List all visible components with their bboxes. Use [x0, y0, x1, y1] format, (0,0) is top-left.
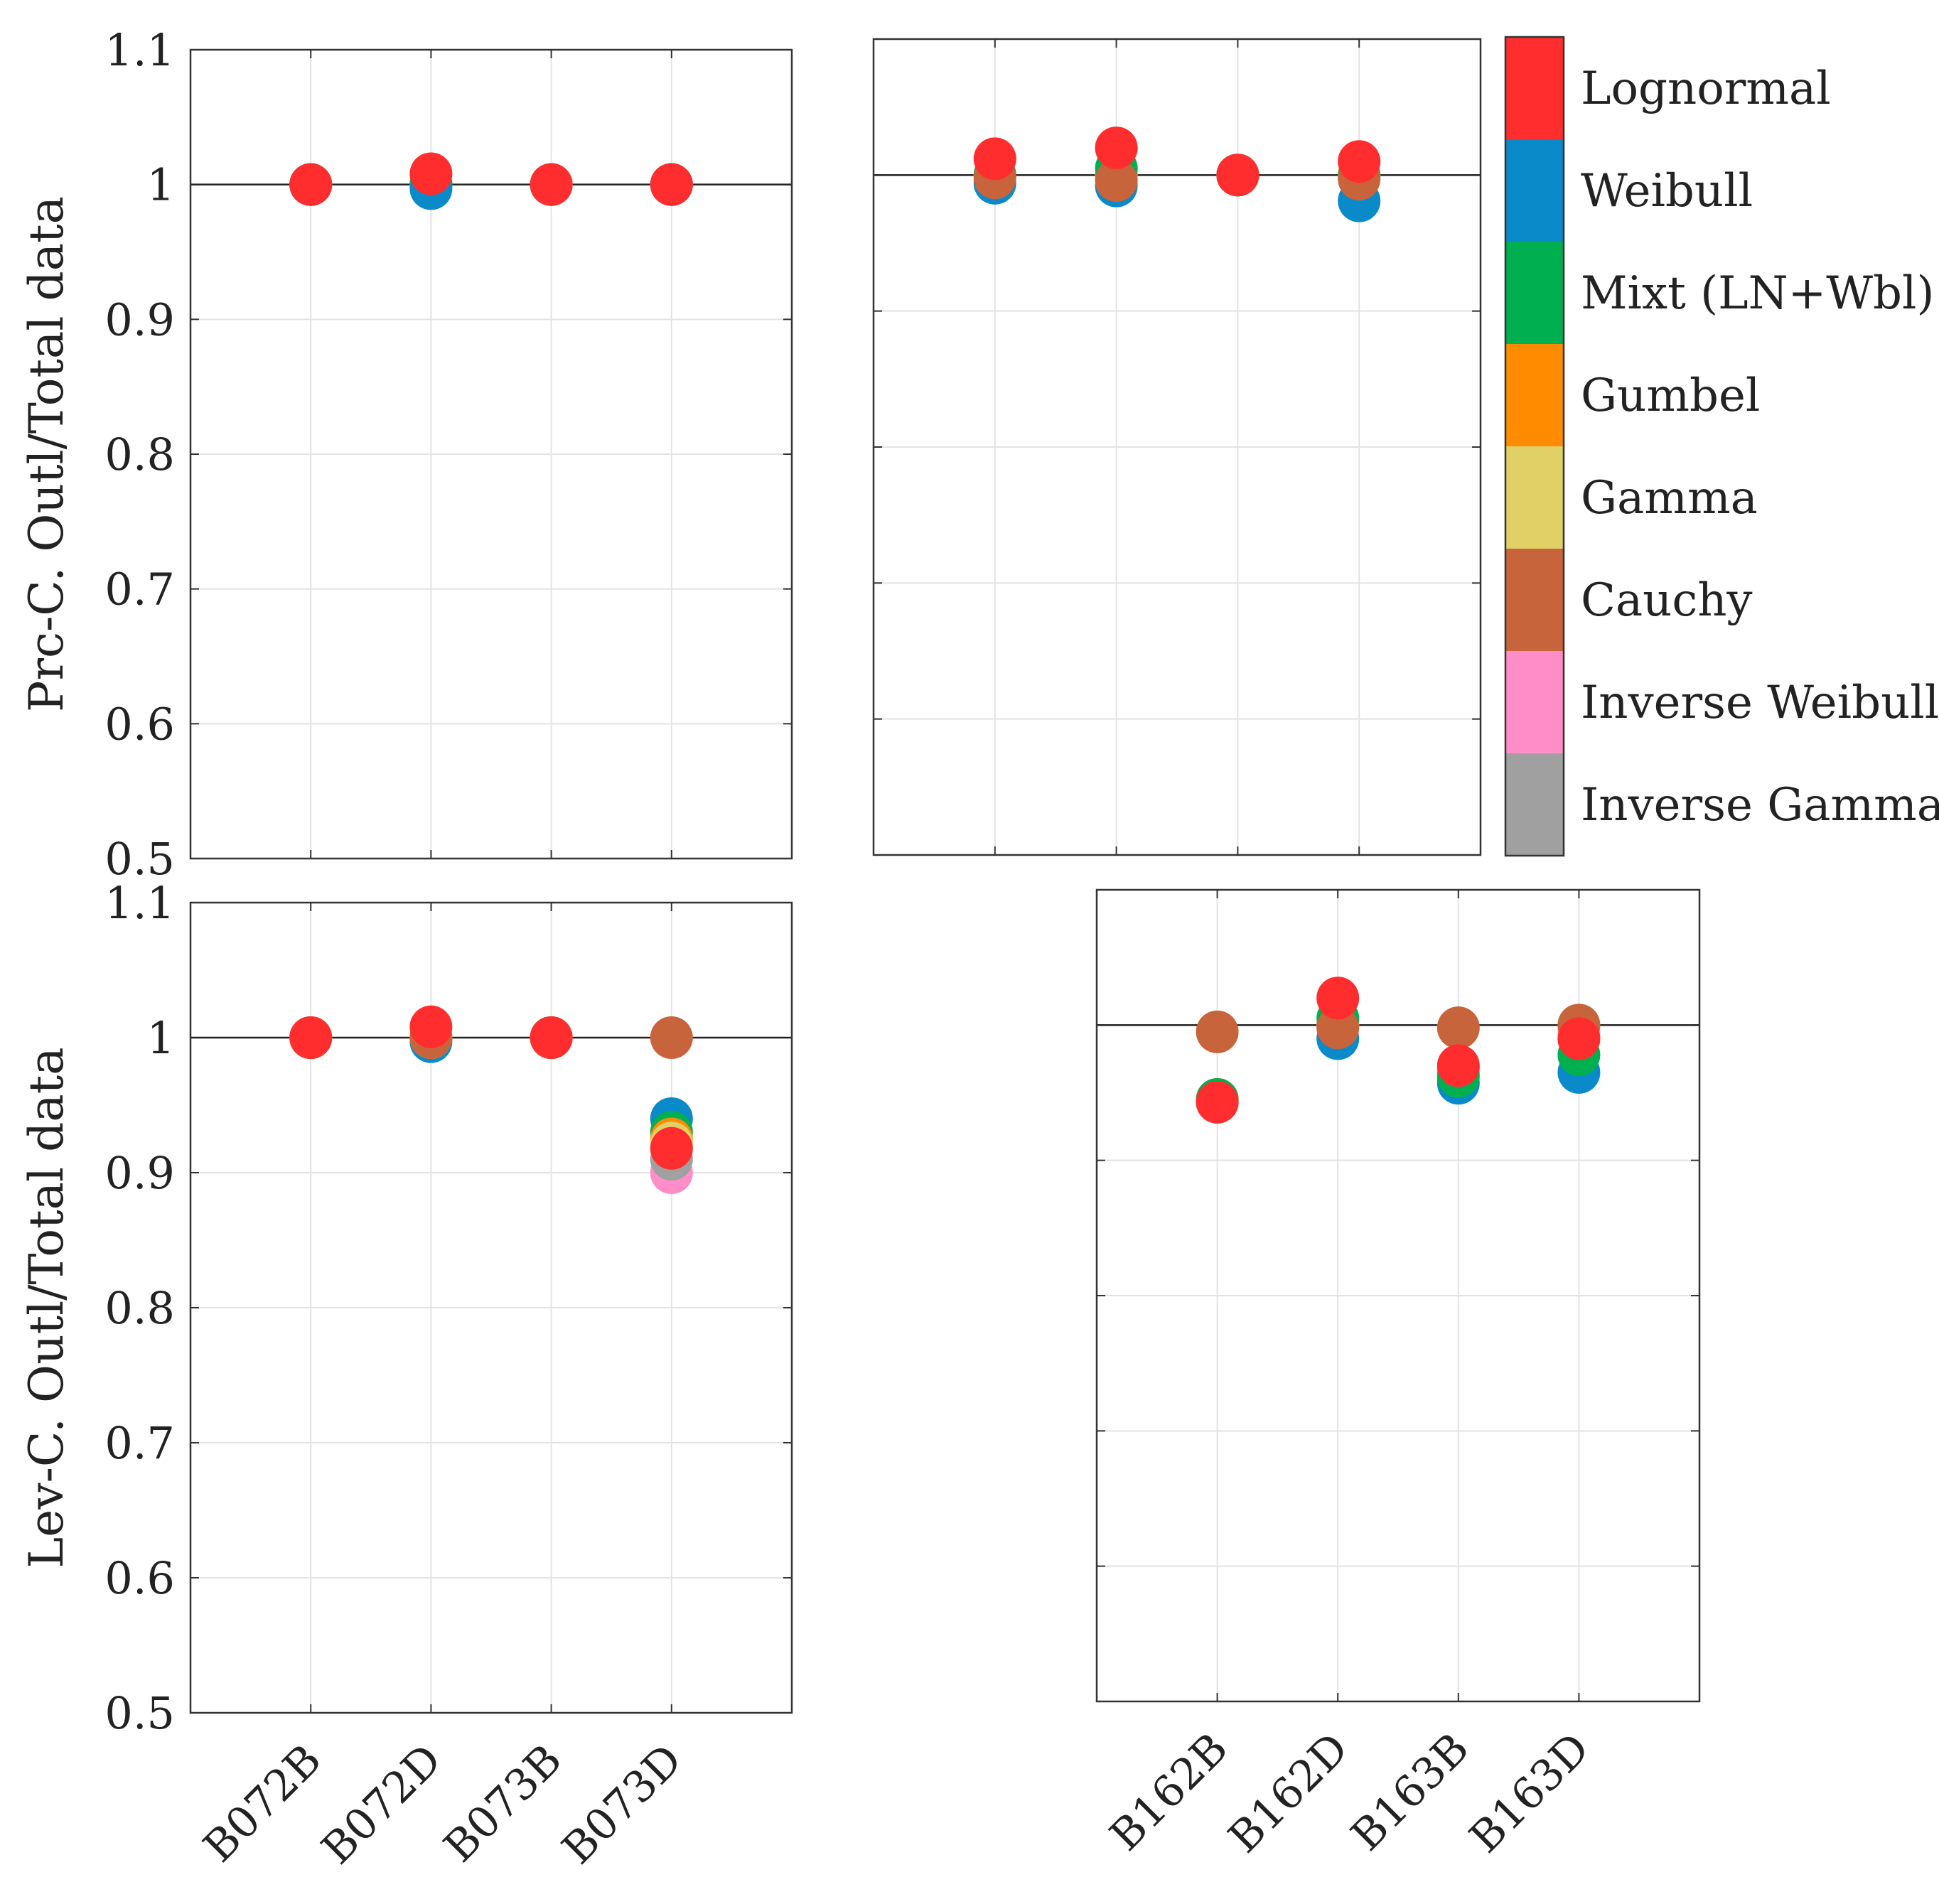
legend-item-weibull: Weibull	[1505, 139, 1753, 242]
axes-frame	[189, 901, 793, 1714]
data-point	[1316, 1006, 1360, 1050]
legend-swatch	[1505, 242, 1564, 344]
data-point	[973, 137, 1016, 181]
legend-label: Gamma	[1581, 472, 1758, 525]
y-tick-label: 1.1	[104, 24, 175, 76]
data-point	[650, 163, 693, 206]
y-tick-label: 0.7	[104, 1417, 175, 1469]
legend-label: Cauchy	[1581, 574, 1753, 627]
legend-item-gumbel: Gumbel	[1505, 344, 1760, 446]
data-point	[1216, 154, 1259, 197]
legend-swatch	[1505, 549, 1564, 651]
x-tick-label-b073d: B073D	[553, 1735, 692, 1874]
series-lognormal	[1196, 977, 1601, 1124]
y-tick-label: 0.6	[104, 1552, 175, 1604]
legend-label: Gumbel	[1581, 370, 1760, 422]
y-tick-label: 0.5	[104, 1687, 175, 1739]
legend-swatch	[1505, 37, 1564, 139]
data-point	[1196, 1010, 1239, 1053]
data-point	[1316, 977, 1360, 1020]
y-tick-label: 0.6	[104, 698, 175, 750]
data-point	[1436, 1006, 1480, 1050]
data-point	[289, 1016, 333, 1059]
data-point	[650, 1016, 693, 1059]
legend-label: Inverse Gamma	[1581, 779, 1939, 832]
series-lognormal	[973, 127, 1381, 197]
x-tick-label-b072b: B072B	[194, 1735, 331, 1872]
y-tick-label: 0.8	[104, 1282, 175, 1334]
y-tick-label: 1	[147, 1012, 175, 1064]
series-lognormal	[289, 152, 693, 206]
legend-swatch	[1505, 651, 1564, 753]
data-point	[1095, 127, 1138, 170]
legend-item-mixt-ln-wbl: Mixt (LN+Wbl)	[1505, 242, 1934, 344]
series-lognormal	[289, 1005, 693, 1170]
legend-item-cauchy: Cauchy	[1505, 549, 1753, 651]
legend-item-inverse-weibull: Inverse Weibull	[1505, 651, 1939, 753]
y-axis-title: Prc-C. Outl/Total data	[19, 196, 74, 712]
x-tick-label-b072d: B072D	[312, 1735, 451, 1874]
data-point	[1338, 140, 1381, 183]
data-point	[650, 1126, 693, 1170]
chart-panels: 0.5 0.6 0.7 0.8 0.9 1 1.1 Prc-C. Outl/Total dat…	[19, 24, 1701, 1874]
data-point	[1436, 1044, 1480, 1087]
x-tick-label-b162b: B162B	[1100, 1723, 1237, 1861]
y-tick-label: 0.9	[104, 294, 175, 345]
chart-panel-top-left: 0.5 0.6 0.7 0.8 0.9 1 1.1 Prc-C. Outl/Total dat…	[19, 24, 793, 885]
legend-item-gamma: Gamma	[1505, 446, 1758, 549]
data-point	[289, 163, 333, 206]
y-tick-label: 0.9	[104, 1147, 175, 1199]
x-tick-label-b162d: B162D	[1219, 1723, 1358, 1863]
data-point	[1557, 1017, 1601, 1060]
x-tick-label-b073b: B073B	[434, 1735, 571, 1872]
y-tick-label: 1.1	[104, 877, 175, 929]
legend-item-inverse-gamma: Inverse Gamma	[1505, 753, 1939, 856]
data-point	[409, 152, 453, 195]
x-tick-label-b163b: B163B	[1342, 1723, 1479, 1861]
legend-swatch	[1505, 446, 1564, 549]
legend-label: Weibull	[1581, 165, 1753, 217]
y-tick-label: 0.8	[104, 429, 175, 480]
legend-item-lognormal: Lognormal	[1505, 37, 1831, 139]
y-tick-label: 0.7	[104, 564, 175, 615]
y-axis-title: Lev-C. Outl/Total data	[19, 1047, 74, 1568]
legend-label: Mixt (LN+Wbl)	[1581, 267, 1934, 320]
x-tick-label-b163d: B163D	[1460, 1723, 1599, 1863]
axes-frame	[872, 38, 1482, 856]
y-tick-label: 1	[147, 159, 175, 211]
y-tick-label: 0.5	[104, 833, 175, 885]
data-point	[530, 1016, 573, 1059]
legend-swatch	[1505, 344, 1564, 446]
legend: Lognormal Weibull Mixt (LN+Wbl) Gumbel Gamma…	[1504, 36, 1939, 857]
data-point	[409, 1005, 453, 1048]
legend-label: Inverse Weibull	[1581, 677, 1939, 729]
legend-frame	[1504, 36, 1565, 857]
chart-panel-top-right	[872, 38, 1482, 856]
legend-swatch	[1505, 139, 1564, 242]
legend-swatch	[1505, 753, 1564, 856]
data-point	[1095, 158, 1138, 202]
axes-frame	[1095, 888, 1701, 1703]
data-point	[1196, 1080, 1239, 1124]
legend-label: Lognormal	[1581, 63, 1831, 115]
data-point	[530, 163, 573, 206]
axes-frame	[189, 48, 793, 860]
